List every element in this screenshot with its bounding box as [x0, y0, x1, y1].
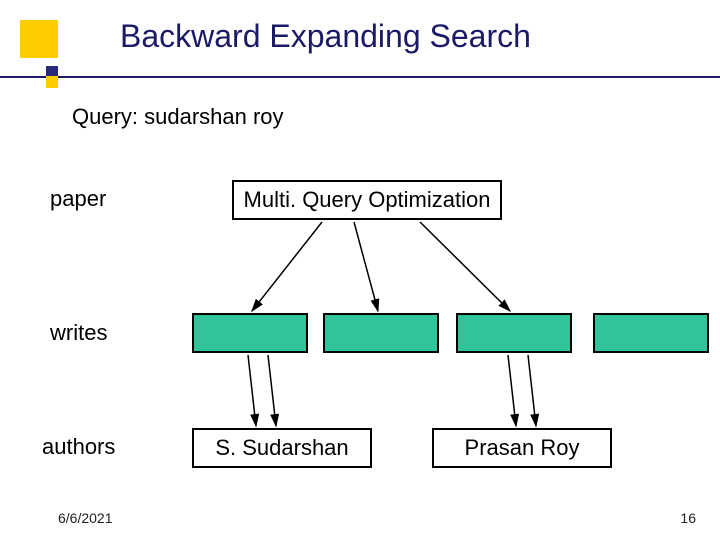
row-label-paper: paper [50, 186, 106, 212]
footer-date: 6/6/2021 [58, 510, 113, 526]
writes-node [323, 313, 439, 353]
slide-title: Backward Expanding Search [120, 18, 531, 55]
accent-square [20, 20, 58, 58]
author-node: Prasan Roy [432, 428, 612, 468]
rule-tick-dark [46, 66, 58, 76]
arrow [508, 355, 516, 426]
arrow [528, 355, 536, 426]
arrow [268, 355, 276, 426]
arrow [248, 355, 256, 426]
writes-node [593, 313, 709, 353]
row-label-writes: writes [50, 320, 107, 346]
writes-node [456, 313, 572, 353]
arrow [252, 222, 322, 311]
writes-node [192, 313, 308, 353]
slide: Backward Expanding Search Query: sudarsh… [0, 0, 720, 540]
row-label-authors: authors [42, 434, 115, 460]
title-rule [0, 76, 720, 78]
author-node: S. Sudarshan [192, 428, 372, 468]
query-line: Query: sudarshan roy [72, 104, 284, 130]
footer-page-number: 16 [680, 510, 696, 526]
rule-tick-yellow [46, 76, 58, 88]
paper-node: Multi. Query Optimization [232, 180, 502, 220]
arrow [354, 222, 378, 311]
arrow [420, 222, 510, 311]
